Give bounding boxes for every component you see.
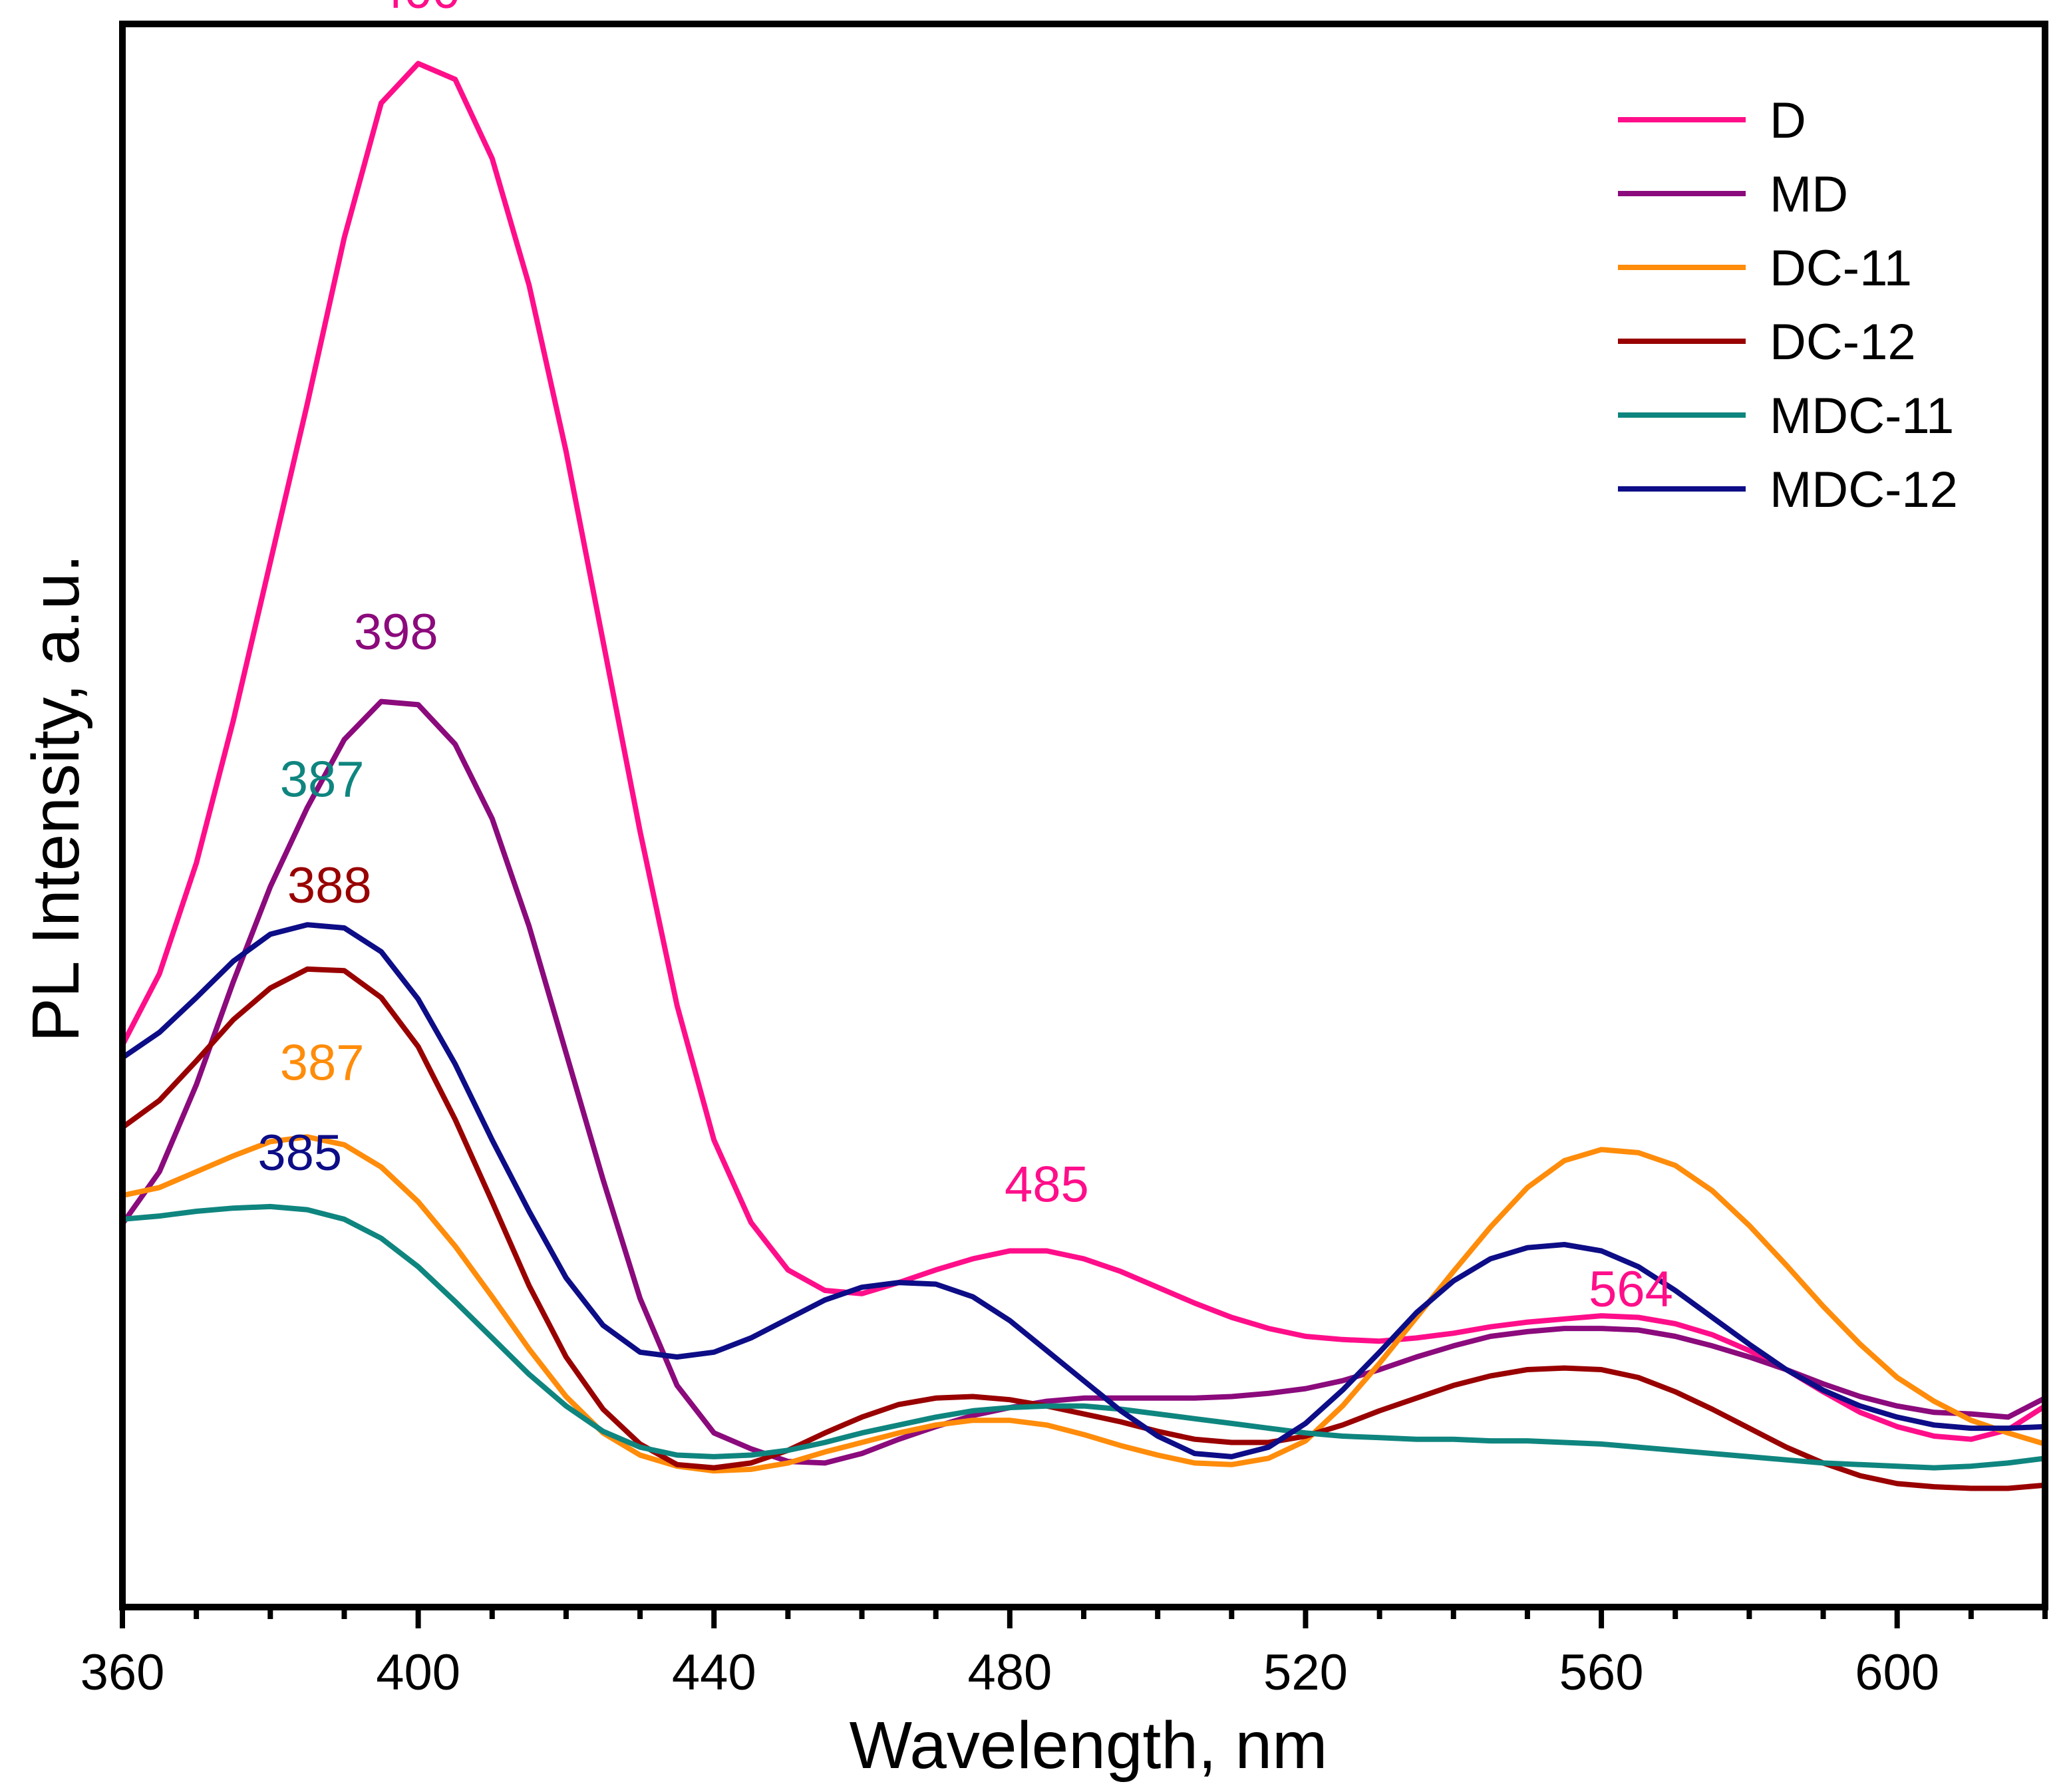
- series-line-dc-12: [122, 966, 2045, 1491]
- x-tick-label: 520: [1263, 1644, 1348, 1701]
- peak-label-388-dc-12: 388: [287, 857, 372, 914]
- x-tick-label: 440: [672, 1644, 756, 1701]
- x-tick-label: 360: [80, 1644, 165, 1701]
- x-tick-label: 560: [1559, 1644, 1644, 1701]
- series-line-md: [122, 698, 2045, 1466]
- series-line-mdc-11: [122, 1203, 2045, 1471]
- plot-frame: [119, 21, 2048, 1610]
- legend-label-d: D: [1770, 92, 1806, 149]
- x-tick-label: 480: [967, 1644, 1052, 1701]
- legend-label-mdc-11: MDC-11: [1770, 388, 1954, 444]
- peak-label-485-d: 485: [1005, 1157, 1089, 1213]
- peak-label-398-md: 398: [354, 604, 438, 661]
- peak-label-564-d: 564: [1589, 1261, 1673, 1318]
- legend-label-dc-12: DC-12: [1770, 314, 1916, 371]
- peak-label-387-dc-11: 387: [280, 1034, 365, 1091]
- x-tick-label: 400: [376, 1644, 460, 1701]
- y-axis-label: PL Intensity, a.u.: [19, 554, 93, 1042]
- legend-label-dc-11: DC-11: [1770, 240, 1912, 297]
- annotation-layer: 400 398 387 388 387 385 485 564: [257, 0, 1673, 1318]
- legend-label-mdc-12: MDC-12: [1770, 462, 1958, 518]
- axes-layer: 360 400 440 480 520 560 600: [80, 21, 2048, 1701]
- series-line-mdc-12: [122, 922, 2045, 1459]
- peak-label-387-mdc-11: 387: [280, 751, 365, 808]
- legend-layer: D MD DC-11 DC-12 MDC-11 MDC-12: [1618, 92, 1958, 518]
- series-line-dc-11: [122, 1134, 2045, 1474]
- legend-label-md: MD: [1770, 166, 1848, 223]
- peak-label-385-mdc-12: 385: [257, 1125, 342, 1181]
- x-tick-label: 600: [1855, 1644, 1939, 1701]
- peak-label-400-d: 400: [376, 0, 460, 19]
- series-layer: [122, 61, 2045, 1491]
- x-axis-label: Wavelength, nm: [850, 1708, 1328, 1783]
- series-line-d: [122, 61, 2045, 1442]
